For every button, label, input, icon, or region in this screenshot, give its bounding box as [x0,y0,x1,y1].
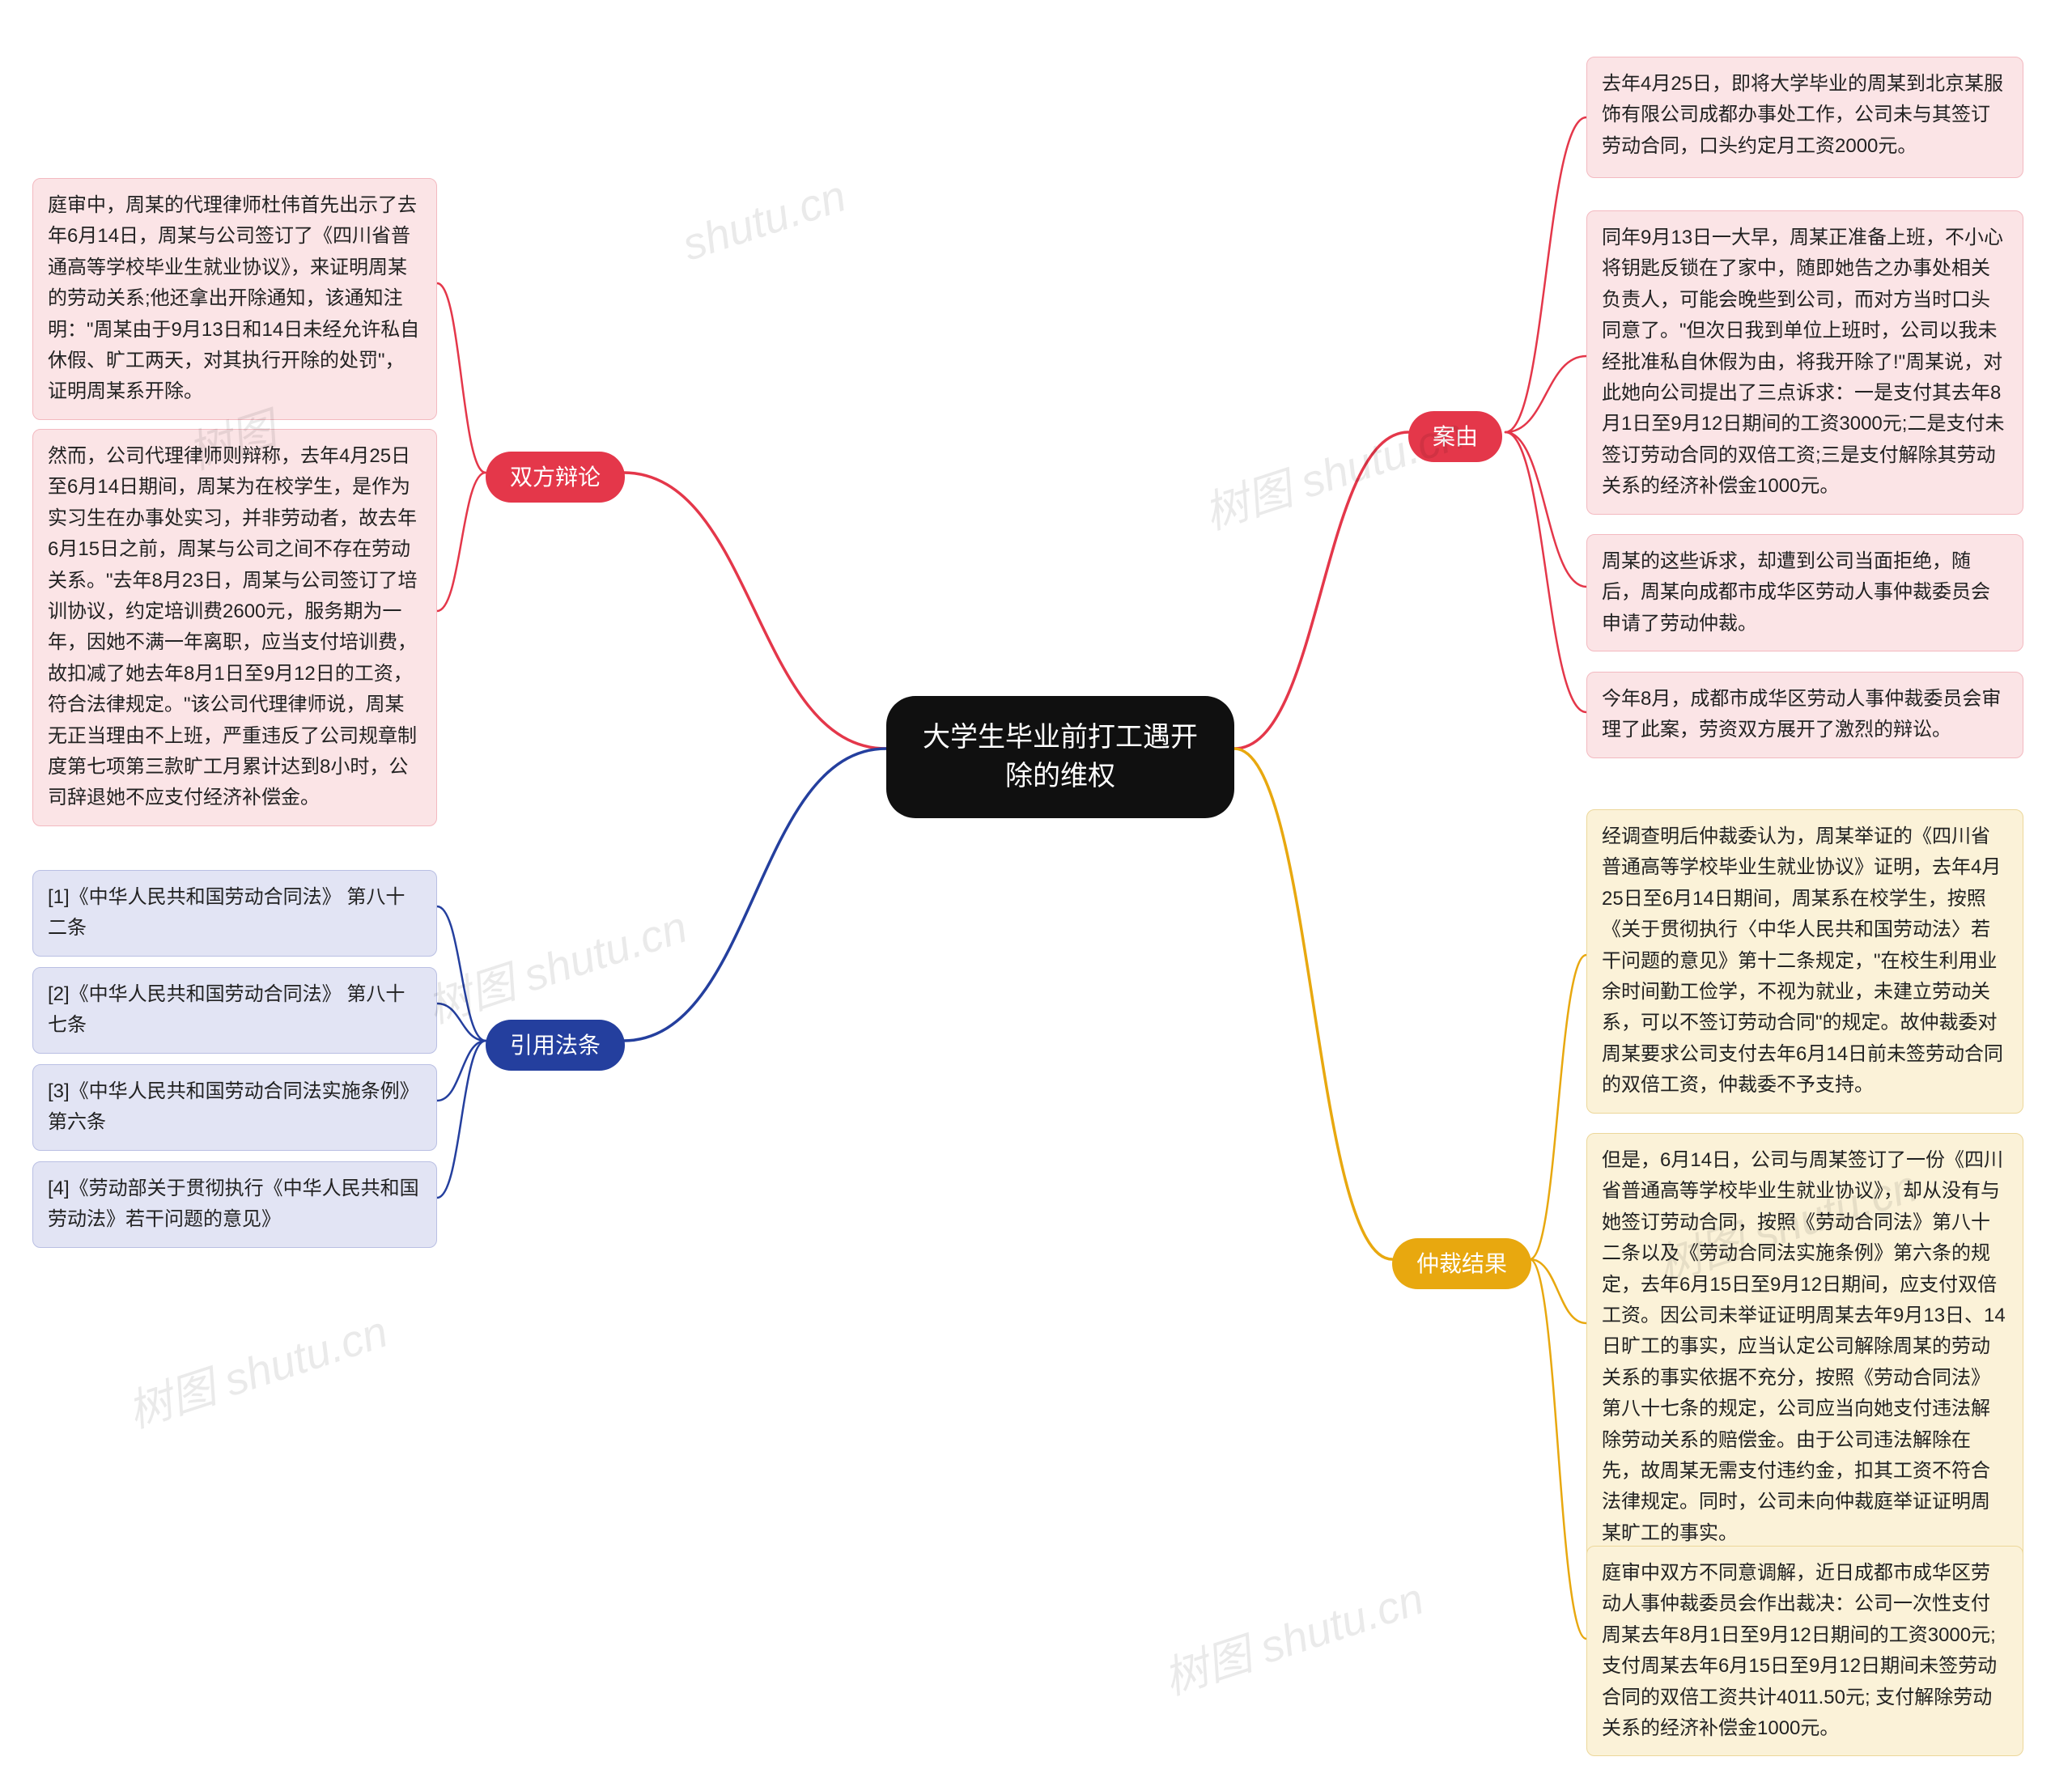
watermark: 树图 shutu.cn [418,890,694,1035]
leaf-case-2[interactable]: 周某的这些诉求，却遭到公司当面拒绝，随后，周某向成都市成华区劳动人事仲裁委员会申… [1586,534,2023,651]
leaf-law-0[interactable]: [1]《中华人民共和国劳动合同法》 第八十二条 [32,870,437,957]
branch-case[interactable]: 案由 [1408,411,1502,462]
watermark: shutu.cn [676,169,852,270]
leaf-law-1[interactable]: [2]《中华人民共和国劳动合同法》 第八十七条 [32,967,437,1054]
watermark: 树图 shutu.cn [1154,1562,1431,1707]
leaf-case-3[interactable]: 今年8月，成都市成华区劳动人事仲裁委员会审理了此案，劳资双方展开了激烈的辩讼。 [1586,672,2023,758]
leaf-result-0[interactable]: 经调查明后仲裁委认为，周某举证的《四川省普通高等学校毕业生就业协议》证明，去年4… [1586,809,2023,1114]
leaf-result-1[interactable]: 但是，6月14日，公司与周某签订了一份《四川省普通高等学校毕业生就业协议》，却从… [1586,1133,2023,1561]
leaf-debate-1[interactable]: 然而，公司代理律师则辩称，去年4月25日至6月14日期间，周某为在校学生，是作为… [32,429,437,826]
leaf-debate-0[interactable]: 庭审中，周某的代理律师杜伟首先出示了去年6月14日，周某与公司签订了《四川省普通… [32,178,437,420]
branch-result[interactable]: 仲裁结果 [1392,1238,1531,1289]
leaf-law-3[interactable]: [4]《劳动部关于贯彻执行《中华人民共和国劳动法》若干问题的意见》 [32,1161,437,1248]
mindmap-canvas: 大学生毕业前打工遇开除的维权 案由 去年4月25日，即将大学毕业的周某到北京某服饰… [0,0,2072,1778]
branch-law[interactable]: 引用法条 [486,1020,625,1071]
leaf-result-2[interactable]: 庭审中双方不同意调解，近日成都市成华区劳动人事仲裁委员会作出裁决：公司一次性支付… [1586,1546,2023,1756]
leaf-case-0[interactable]: 去年4月25日，即将大学毕业的周某到北京某服饰有限公司成都办事处工作，公司未与其… [1586,57,2023,178]
watermark: 树图 shutu.cn [118,1295,395,1440]
branch-debate[interactable]: 双方辩论 [486,452,625,503]
center-node[interactable]: 大学生毕业前打工遇开除的维权 [886,696,1234,818]
leaf-case-1[interactable]: 同年9月13日一大早，周某正准备上班，不小心将钥匙反锁在了家中，随即她告之办事处… [1586,210,2023,515]
leaf-law-2[interactable]: [3]《中华人民共和国劳动合同法实施条例》 第六条 [32,1064,437,1151]
